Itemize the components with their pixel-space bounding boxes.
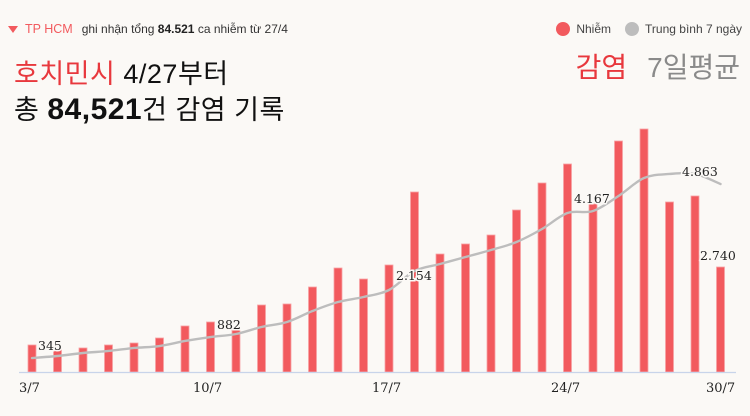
title-date: 4/27부터 <box>123 59 229 89</box>
data-label: 4.167 <box>574 191 610 206</box>
legend-label: Trung bình 7 ngày <box>645 22 742 36</box>
legend-ko-cases: 감염 <box>575 52 628 83</box>
legend-label: Nhiễm <box>576 22 612 36</box>
average-line <box>30 171 722 360</box>
legend-item-average: Trung bình 7 ngày <box>625 22 742 36</box>
bar <box>614 140 623 373</box>
legend-ko-average: 7일평균 <box>647 52 740 83</box>
bar <box>588 203 598 373</box>
bar <box>512 209 521 373</box>
summary-prefix: ghi nhận tổng <box>81 22 155 36</box>
data-label: 882 <box>217 317 241 332</box>
gray-dot-icon <box>625 22 640 36</box>
place-label: TP HCM <box>25 22 73 36</box>
bar <box>180 325 190 373</box>
data-label: 2.740 <box>700 248 736 263</box>
bar <box>257 304 266 373</box>
legend: Nhiễm Trung bình 7 ngày <box>542 22 742 36</box>
bar <box>665 201 674 373</box>
bar <box>282 303 292 373</box>
summary-suffix: ca nhiễm từ 27/4 <box>197 22 288 36</box>
data-label: 4.863 <box>682 164 718 179</box>
bar <box>639 128 649 373</box>
legend-item-cases: Nhiễm <box>556 22 611 36</box>
data-label: 345 <box>38 338 62 353</box>
bar <box>308 286 317 373</box>
bar <box>333 267 343 373</box>
bar <box>486 234 496 373</box>
bar <box>537 182 547 373</box>
x-tick-label: 30/7 <box>706 381 735 396</box>
bar <box>53 349 62 373</box>
summary-total: 84.521 <box>157 22 195 36</box>
chart-subtitle: TP HCM ghi nhận tổng 84.521 ca nhiễm từ … <box>8 22 288 36</box>
title-prefix: 총 <box>14 95 40 125</box>
bar <box>155 337 164 373</box>
bar <box>104 344 113 373</box>
bar <box>563 163 572 373</box>
x-tick-label: 17/7 <box>372 381 401 396</box>
bar <box>435 253 445 373</box>
bar <box>384 264 394 373</box>
data-label: 2.154 <box>396 268 432 283</box>
x-tick-label: 24/7 <box>551 381 580 396</box>
title-suffix: 건 감염 기록 <box>142 95 285 125</box>
bar <box>690 195 700 373</box>
title-line-2: 총 84,521건 감염 기록 <box>14 88 285 127</box>
title-line-1: 호치민시 4/27부터 <box>14 52 229 91</box>
title-city: 호치민시 <box>14 59 116 89</box>
bar <box>359 278 368 373</box>
bar <box>231 329 241 373</box>
title-number: 84,521 <box>47 93 143 126</box>
x-tick-label: 3/7 <box>19 381 40 396</box>
bar <box>716 266 725 373</box>
legend-korean: 감염 7일평균 <box>576 46 740 86</box>
x-tick-label: 10/7 <box>193 381 222 396</box>
bar <box>461 243 470 373</box>
bar <box>206 321 215 373</box>
triangle-down-icon <box>8 25 18 33</box>
red-dot-icon <box>556 22 571 36</box>
